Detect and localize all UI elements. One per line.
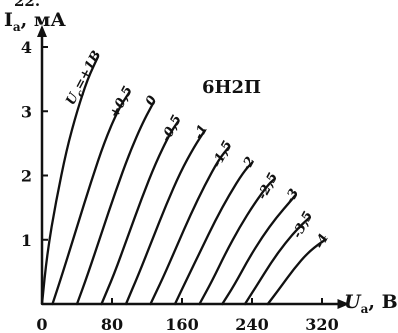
grid-voltage-label: +0,5	[107, 84, 136, 121]
grid-voltage-label: -2	[239, 154, 259, 174]
grid-voltage-label: -1,5	[209, 138, 235, 170]
y-tick-label: 3	[21, 102, 32, 121]
grid-voltage-labels: Uс=+1В+0,5 0 -0,5 -1-1,5 -2-2,5 -3-3,5-4	[63, 48, 332, 251]
x-axis-label: Uа, В	[344, 291, 398, 316]
tube-type-label: 6Н2П	[202, 77, 261, 98]
plate-curve	[100, 119, 180, 306]
x-tick-label: 160	[165, 315, 198, 333]
x-axis-arrow	[337, 299, 350, 309]
grid-voltage-label: 0	[143, 93, 160, 108]
grid-voltage-label: -4	[312, 232, 332, 252]
x-tick-label: 0	[36, 315, 47, 333]
grid-voltage-label: -1	[191, 122, 211, 142]
grid-voltage-label: -3	[282, 187, 302, 207]
x-tick-label: 240	[235, 315, 268, 333]
y-tick-label: 1	[21, 231, 32, 250]
plate-curve	[51, 90, 131, 306]
plate-curve	[149, 145, 231, 306]
plate-curve	[221, 193, 297, 306]
y-tick-label: 2	[21, 167, 32, 186]
tick-labels: 0 80 160 240 320 1 2 3 4	[21, 38, 339, 333]
y-axis-label: Iа, мА	[4, 9, 66, 34]
y-axis-arrow	[37, 25, 47, 37]
plate-curve	[40, 55, 100, 306]
plate-curve	[75, 100, 156, 306]
grid-voltage-label: -2,5	[255, 171, 281, 203]
grid-voltage-label: -3,5	[290, 209, 316, 241]
x-tick-label: 80	[101, 315, 123, 333]
plate-curves	[40, 55, 327, 306]
plate-curve	[198, 177, 276, 306]
plate-curve	[266, 238, 327, 306]
plate-curve	[243, 216, 311, 306]
cropped-top-text: 22.	[14, 0, 40, 10]
plate-curve	[173, 161, 254, 306]
grid-voltage-label: -0,5	[159, 113, 185, 145]
x-tick-label: 320	[305, 315, 338, 333]
y-tick-label: 4	[21, 38, 32, 57]
grid-voltage-label: Uс=+1В	[63, 48, 107, 109]
plate-curve	[124, 129, 206, 306]
